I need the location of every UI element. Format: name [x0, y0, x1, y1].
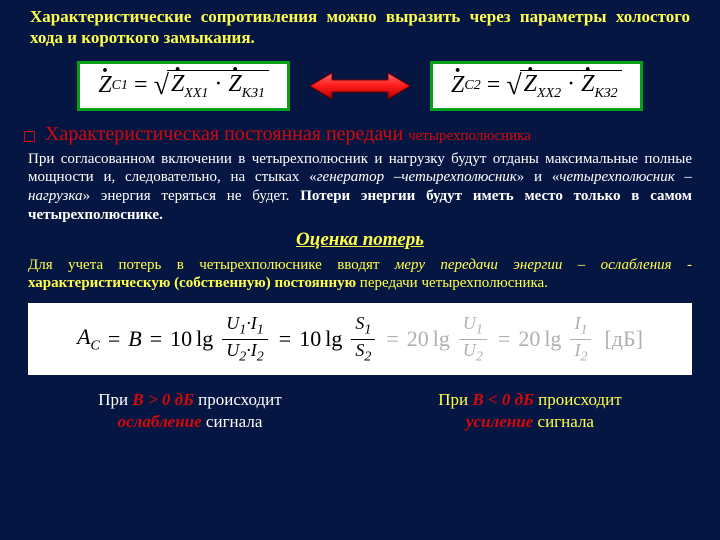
- bottom-notes: При В > 0 дБ происходит ослабление сигна…: [0, 383, 720, 433]
- paragraph-2: Для учета потерь в четырехполюснике ввод…: [0, 254, 720, 296]
- double-arrow-icon: [310, 71, 410, 101]
- subsection-heading: Оценка потерь: [0, 229, 720, 251]
- intro-paragraph: Характеристические сопротивления можно в…: [0, 0, 720, 53]
- paragraph-1: При согласованном включении в четырехпол…: [0, 148, 720, 227]
- note-amplification: При В < 0 дБ происходит усиление сигнала: [377, 389, 683, 433]
- bullet-icon: [24, 131, 35, 142]
- section-heading: Характеристическая постоянная передачи ч…: [0, 121, 720, 148]
- note-attenuation: При В > 0 дБ происходит ослабление сигна…: [37, 389, 343, 433]
- main-formula: AC = B = 10 lg U1·I1 U2·I2 = 10 lg S1 S2…: [28, 303, 692, 375]
- formula-zc1: ZC1 = √ ZXX1 · ZКЗ1: [77, 61, 290, 111]
- formula-zc2: ZC2 = √ ZXX2 · ZКЗ2: [430, 61, 643, 111]
- formula-row: ZC1 = √ ZXX1 · ZКЗ1 ZC2 = √ ZXX2 · ZКЗ2: [0, 61, 720, 111]
